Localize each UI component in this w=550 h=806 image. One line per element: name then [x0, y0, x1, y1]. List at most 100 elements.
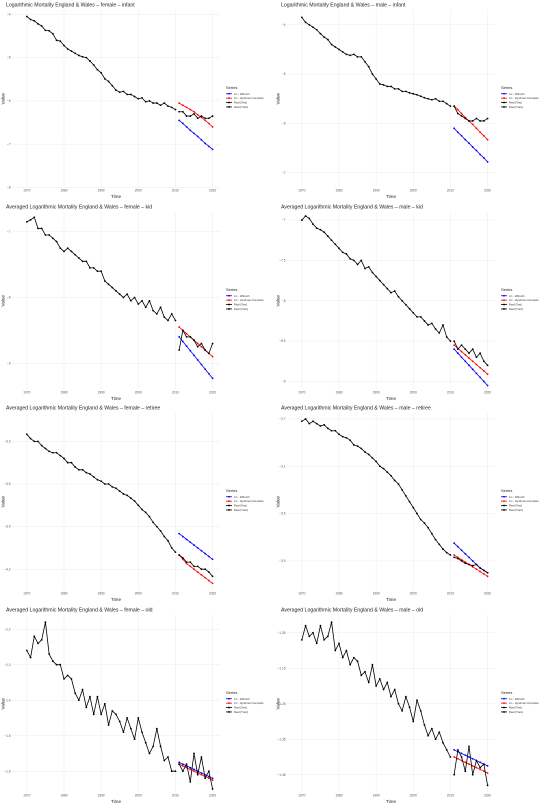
x-tick-label: 1990	[373, 793, 380, 797]
data-point	[193, 568, 195, 571]
legend-label: LC - Wilmoth	[509, 696, 525, 700]
data-point	[475, 568, 478, 571]
data-point	[92, 476, 95, 478]
data-point	[390, 695, 392, 698]
y-tick-label: −4	[7, 12, 11, 16]
data-point	[471, 120, 474, 122]
data-point	[468, 363, 470, 366]
data-point	[133, 95, 136, 98]
y-tick-label: −3.9	[4, 525, 11, 529]
data-point	[59, 663, 62, 666]
data-point	[456, 748, 459, 751]
data-point	[51, 32, 54, 35]
data-point	[148, 515, 151, 518]
data-point	[70, 50, 73, 53]
data-point	[181, 556, 184, 559]
chart-title: Averaged Logarithmic Mortality England &…	[6, 607, 153, 613]
data-point	[482, 369, 485, 372]
legend-key-point	[503, 298, 505, 301]
series-group	[25, 215, 177, 321]
data-point	[482, 157, 485, 159]
data-point	[126, 716, 129, 719]
data-point	[434, 97, 437, 100]
legend-key-point	[503, 701, 505, 704]
data-point	[63, 457, 65, 460]
data-point	[155, 525, 158, 528]
data-point	[107, 282, 110, 285]
data-point	[419, 709, 422, 712]
legend-label: Real (Test)	[509, 101, 522, 105]
y-tick-label: −8	[7, 186, 11, 190]
data-point	[159, 104, 162, 107]
data-point	[486, 571, 489, 574]
x-tick-label: 1970	[23, 793, 30, 797]
data-point	[163, 535, 166, 538]
series-line	[178, 329, 213, 354]
data-point	[89, 473, 91, 475]
data-point	[397, 295, 400, 298]
data-point	[200, 342, 203, 344]
series-line	[178, 554, 213, 584]
data-point	[471, 146, 474, 148]
data-point	[438, 331, 441, 334]
data-point	[163, 759, 166, 761]
legend-label: Real (Test)	[509, 302, 522, 306]
chart-title: Logarithmic Mortality England & Wales – …	[6, 3, 135, 9]
data-point	[352, 444, 355, 446]
x-tick-label: 1990	[373, 189, 380, 193]
data-point	[349, 54, 352, 57]
data-point	[460, 112, 463, 115]
data-point	[63, 44, 65, 47]
data-point	[475, 759, 478, 761]
x-tick-label: 2010	[447, 592, 454, 596]
y-axis-label: Value	[1, 93, 6, 105]
data-point	[427, 97, 430, 100]
data-point	[137, 302, 140, 305]
data-point	[382, 467, 385, 470]
data-point	[475, 127, 478, 130]
legend-key-point	[503, 97, 505, 100]
data-point	[178, 532, 181, 535]
data-point	[445, 551, 448, 554]
data-point	[211, 355, 214, 358]
data-point	[468, 755, 470, 758]
x-tick-label: 2010	[447, 793, 454, 797]
x-tick-label: 2010	[172, 592, 179, 596]
data-point	[401, 299, 404, 302]
data-point	[352, 259, 355, 261]
data-point	[486, 384, 489, 386]
data-point	[181, 762, 184, 765]
data-point	[25, 15, 28, 18]
data-point	[193, 132, 195, 135]
data-point	[430, 727, 433, 729]
data-point	[174, 551, 177, 554]
data-point	[486, 117, 489, 120]
data-point	[211, 582, 214, 585]
data-point	[193, 544, 195, 546]
data-point	[44, 233, 47, 236]
data-point	[464, 769, 467, 772]
data-point	[103, 483, 106, 485]
data-point	[181, 110, 184, 113]
data-point	[330, 620, 333, 623]
data-point	[137, 716, 140, 719]
y-tick-label: −1.05	[277, 630, 285, 634]
data-point	[85, 259, 88, 262]
data-point	[397, 702, 400, 705]
data-point	[133, 737, 136, 740]
data-point	[427, 323, 430, 326]
y-tick-label: −1.2	[4, 627, 11, 631]
data-point	[141, 96, 143, 99]
data-point	[468, 351, 470, 354]
data-point	[40, 227, 43, 229]
data-point	[382, 84, 385, 86]
data-point	[181, 104, 184, 107]
chart-panel: Averaged Logarithmic Mortality England &…	[275, 202, 550, 404]
data-point	[479, 567, 482, 569]
data-point	[74, 52, 77, 55]
data-point	[319, 425, 322, 427]
data-point	[356, 55, 359, 58]
data-point	[300, 218, 303, 221]
data-point	[174, 769, 177, 772]
